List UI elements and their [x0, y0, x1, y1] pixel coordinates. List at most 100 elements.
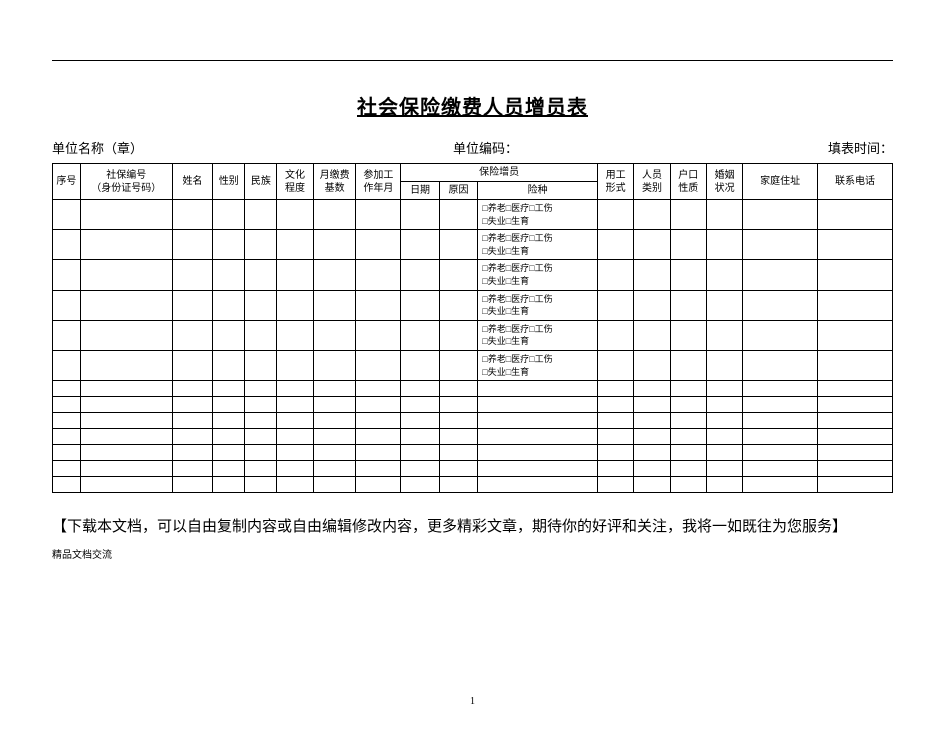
table-cell: [439, 320, 477, 350]
col-employ: 用工形式: [597, 164, 633, 200]
col-phone: 联系电话: [818, 164, 893, 200]
insurance-line2: □失业□生育: [482, 246, 529, 256]
insurance-line1: □养老□医疗□工伤: [482, 263, 552, 273]
table-cell: [356, 413, 401, 429]
table-row: □养老□医疗□工伤□失业□生育: [53, 290, 893, 320]
table-cell: [80, 230, 172, 260]
table-cell: [172, 320, 213, 350]
table-cell: [670, 381, 706, 397]
table-cell: [670, 429, 706, 445]
table-cell: [439, 429, 477, 445]
table-cell: [634, 477, 670, 493]
table-cell: [597, 445, 633, 461]
table-cell: [277, 290, 313, 320]
table-cell: [277, 429, 313, 445]
table-cell: [313, 290, 356, 320]
table-cell: [706, 461, 742, 477]
table-cell: [80, 461, 172, 477]
table-cell: [245, 477, 277, 493]
table-cell: [245, 350, 277, 380]
table-cell: [53, 461, 81, 477]
table-cell: [356, 461, 401, 477]
page-number: 1: [0, 696, 945, 707]
table-cell: [634, 413, 670, 429]
table-cell: [706, 477, 742, 493]
table-cell: [213, 477, 245, 493]
table-cell: [743, 350, 818, 380]
table-cell: [743, 429, 818, 445]
date-label: 填表时间：: [828, 138, 893, 157]
table-cell: [213, 445, 245, 461]
table-row: [53, 477, 893, 493]
table-cell: [670, 477, 706, 493]
table-cell: [597, 350, 633, 380]
table-cell: [597, 290, 633, 320]
col-workdate: 参加工作年月: [356, 164, 401, 200]
table-cell: [706, 200, 742, 230]
table-cell: [356, 381, 401, 397]
table-cell: [80, 397, 172, 413]
table-cell: [213, 200, 245, 230]
table-cell: [818, 397, 893, 413]
insurance-type-cell: □养老□医疗□工伤□失业□生育: [478, 200, 598, 230]
table-cell: [172, 445, 213, 461]
table-cell: [53, 290, 81, 320]
table-cell: [356, 200, 401, 230]
table-row: [53, 445, 893, 461]
col-sex: 性别: [213, 164, 245, 200]
org-label: 单位名称（章）: [52, 138, 143, 157]
table-cell: [313, 429, 356, 445]
insurance-type-cell: □养老□医疗□工伤□失业□生育: [478, 320, 598, 350]
table-cell: [818, 230, 893, 260]
table-row: [53, 429, 893, 445]
table-cell: [53, 230, 81, 260]
table-cell: [53, 381, 81, 397]
col-increase-group: 保险增员: [401, 164, 598, 182]
table-cell: [706, 381, 742, 397]
table-cell: [277, 397, 313, 413]
table-cell: [401, 461, 439, 477]
table-cell: [356, 397, 401, 413]
table-cell: [356, 230, 401, 260]
table-cell: [53, 477, 81, 493]
table-cell: [670, 290, 706, 320]
table-cell: [80, 320, 172, 350]
page-title: 社会保险缴费人员增员表: [0, 91, 945, 120]
table-row: □养老□医疗□工伤□失业□生育: [53, 350, 893, 380]
table-cell: [439, 350, 477, 380]
table-cell: [172, 397, 213, 413]
table-cell: [743, 200, 818, 230]
code-label: 单位编码：: [453, 138, 518, 157]
table-cell: [172, 200, 213, 230]
table-cell: [172, 230, 213, 260]
table-cell: [439, 260, 477, 290]
table-cell: [597, 320, 633, 350]
insurance-line1: □养老□医疗□工伤: [482, 233, 552, 243]
table-cell: [597, 461, 633, 477]
table-cell: [478, 461, 598, 477]
table-cell: [277, 413, 313, 429]
table-cell: [706, 290, 742, 320]
table-cell: [245, 260, 277, 290]
col-addr: 家庭住址: [743, 164, 818, 200]
table-cell: [53, 320, 81, 350]
table-cell: [478, 477, 598, 493]
table-cell: [172, 290, 213, 320]
table-cell: [277, 230, 313, 260]
table-cell: [245, 320, 277, 350]
table-row: □养老□医疗□工伤□失业□生育: [53, 260, 893, 290]
table-cell: [743, 445, 818, 461]
table-cell: [706, 413, 742, 429]
table-cell: [245, 413, 277, 429]
table-cell: [356, 350, 401, 380]
table-cell: [597, 200, 633, 230]
table-cell: [634, 230, 670, 260]
table-cell: [670, 461, 706, 477]
table-row: □养老□医疗□工伤□失业□生育: [53, 200, 893, 230]
table-cell: [401, 397, 439, 413]
table-cell: [439, 397, 477, 413]
table-cell: [277, 381, 313, 397]
table-cell: [213, 429, 245, 445]
insurance-table: 序号 社保编号（身份证号码） 姓名 性别 民族 文化程度 月缴费基数 参加工作年…: [52, 163, 893, 493]
table-cell: [670, 413, 706, 429]
